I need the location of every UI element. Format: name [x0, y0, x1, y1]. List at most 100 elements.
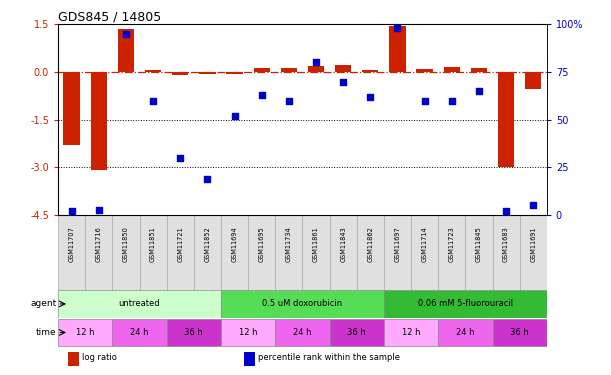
Text: 0.5 uM doxorubicin: 0.5 uM doxorubicin — [262, 299, 343, 308]
Bar — [417, 69, 433, 72]
Bar — [335, 65, 351, 72]
Text: GSM11697: GSM11697 — [395, 226, 400, 262]
Point — [447, 98, 456, 104]
Point — [94, 207, 104, 213]
Text: GDS845 / 14805: GDS845 / 14805 — [58, 10, 161, 23]
Bar — [329, 319, 384, 346]
Point — [202, 176, 212, 181]
Point — [311, 60, 321, 66]
Text: 36 h: 36 h — [185, 328, 203, 337]
Text: GSM11723: GSM11723 — [449, 226, 455, 262]
Bar — [384, 290, 547, 318]
Point — [121, 31, 131, 37]
Bar — [411, 215, 438, 290]
Bar — [438, 215, 466, 290]
Bar — [90, 72, 107, 170]
Text: 12 h: 12 h — [239, 328, 257, 337]
Bar — [362, 70, 378, 72]
Text: 24 h: 24 h — [130, 328, 148, 337]
Text: 36 h: 36 h — [510, 328, 529, 337]
Text: GSM11861: GSM11861 — [313, 226, 319, 262]
Bar — [389, 26, 406, 72]
Text: GSM11683: GSM11683 — [503, 226, 509, 262]
Text: 12 h: 12 h — [402, 328, 420, 337]
Bar — [276, 319, 329, 346]
Point — [365, 94, 375, 100]
Bar — [280, 68, 297, 72]
Text: GSM11695: GSM11695 — [258, 226, 265, 262]
Bar — [276, 215, 302, 290]
Point — [257, 92, 266, 98]
Text: 24 h: 24 h — [456, 328, 475, 337]
Point — [284, 98, 294, 104]
Bar — [227, 72, 243, 74]
Text: 0.06 mM 5-fluorouracil: 0.06 mM 5-fluorouracil — [418, 299, 513, 308]
Text: 36 h: 36 h — [348, 328, 366, 337]
Bar — [302, 215, 329, 290]
Bar — [357, 215, 384, 290]
Point — [338, 78, 348, 84]
Bar — [68, 352, 79, 366]
Text: agent: agent — [31, 299, 57, 308]
Text: 12 h: 12 h — [76, 328, 95, 337]
Text: GSM11852: GSM11852 — [205, 226, 210, 262]
Point — [420, 98, 430, 104]
Bar — [145, 70, 161, 72]
Text: GSM11851: GSM11851 — [150, 226, 156, 262]
Bar — [492, 319, 547, 346]
Point — [148, 98, 158, 104]
Text: GSM11734: GSM11734 — [286, 226, 292, 262]
Bar — [498, 72, 514, 167]
Text: GSM11850: GSM11850 — [123, 226, 129, 262]
Bar — [58, 215, 85, 290]
Bar — [254, 68, 270, 72]
Bar — [244, 352, 255, 366]
Bar — [384, 319, 438, 346]
Bar — [167, 319, 221, 346]
Bar — [384, 215, 411, 290]
Bar — [471, 68, 487, 72]
Bar — [85, 215, 112, 290]
Bar — [58, 319, 112, 346]
Text: percentile rank within the sample: percentile rank within the sample — [258, 353, 400, 362]
Text: untreated: untreated — [119, 299, 160, 308]
Bar — [520, 215, 547, 290]
Bar — [199, 72, 216, 74]
Bar — [248, 215, 276, 290]
Bar — [525, 72, 541, 90]
Bar — [221, 215, 248, 290]
Bar — [118, 29, 134, 72]
Bar — [112, 215, 139, 290]
Bar — [64, 72, 80, 145]
Point — [67, 208, 76, 214]
Bar — [194, 215, 221, 290]
Text: time: time — [36, 328, 57, 337]
Point — [393, 25, 403, 31]
Text: GSM11714: GSM11714 — [422, 226, 428, 262]
Text: GSM11707: GSM11707 — [68, 226, 75, 262]
Text: GSM11862: GSM11862 — [367, 226, 373, 262]
Text: log ratio: log ratio — [82, 353, 117, 362]
Text: GSM11691: GSM11691 — [530, 226, 536, 262]
Bar — [172, 72, 188, 75]
Bar — [221, 319, 276, 346]
Point — [529, 202, 538, 208]
Point — [501, 208, 511, 214]
Text: GSM11845: GSM11845 — [476, 226, 482, 262]
Text: GSM11843: GSM11843 — [340, 226, 346, 262]
Text: 24 h: 24 h — [293, 328, 312, 337]
Bar — [58, 290, 221, 318]
Bar — [167, 215, 194, 290]
Point — [230, 113, 240, 119]
Bar — [112, 319, 167, 346]
Text: GSM11694: GSM11694 — [232, 226, 238, 262]
Point — [175, 154, 185, 160]
Bar — [139, 215, 167, 290]
Bar — [221, 290, 384, 318]
Bar — [329, 215, 357, 290]
Text: GSM11721: GSM11721 — [177, 226, 183, 262]
Bar — [466, 215, 492, 290]
Bar — [438, 319, 492, 346]
Text: GSM11716: GSM11716 — [96, 226, 102, 262]
Bar — [444, 67, 460, 72]
